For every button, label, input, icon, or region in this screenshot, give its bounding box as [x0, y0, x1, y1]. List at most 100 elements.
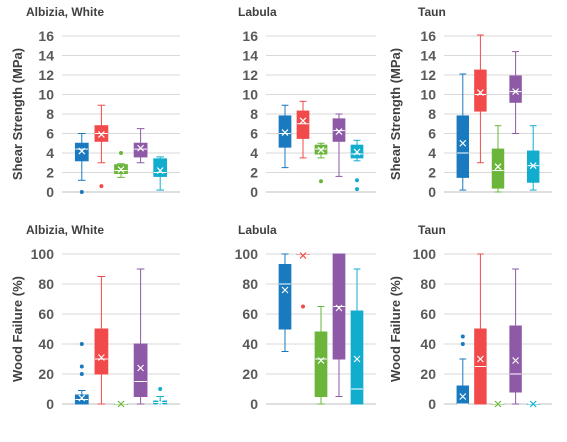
box-iqr	[296, 110, 310, 139]
box-iqr	[474, 69, 487, 112]
mean-marker	[353, 355, 361, 363]
panel-title: Labula	[238, 223, 277, 237]
mean-marker	[476, 355, 484, 363]
box-series-3	[114, 400, 128, 408]
outlier-point	[460, 334, 465, 339]
y-tick-label: 8	[428, 106, 436, 122]
box-series-2	[94, 276, 109, 405]
mean-marker	[299, 117, 307, 125]
mean-marker	[299, 252, 307, 259]
y-tick-label: 80	[242, 276, 258, 292]
outlier-point	[99, 184, 104, 189]
box-iqr	[314, 331, 328, 397]
y-tick-label: 0	[46, 184, 54, 200]
box-series-5	[350, 268, 364, 405]
box-series-2	[474, 34, 487, 164]
y-tick-label: 40	[242, 336, 258, 352]
mean-marker	[156, 167, 164, 174]
panel-title: Taun	[418, 223, 446, 237]
y-tick-label: 6	[46, 126, 54, 142]
box-iqr	[278, 115, 292, 148]
box-series-2	[296, 100, 310, 159]
mean-marker	[529, 400, 537, 408]
y-tick-label: 4	[428, 145, 436, 161]
y-tick-label: 10	[242, 87, 258, 103]
panel-title: Labula	[238, 5, 277, 19]
box-iqr	[509, 325, 522, 393]
y-tick-label: 40	[38, 336, 54, 352]
mean-marker	[335, 128, 343, 135]
mean-marker	[97, 131, 105, 138]
y-tick-label: 4	[46, 145, 54, 161]
outlier-point	[301, 304, 305, 309]
y-tick-label: 0	[428, 396, 436, 412]
outlier-point	[79, 364, 84, 369]
y-tick-label: 16	[420, 28, 436, 44]
box-series-1	[278, 253, 292, 352]
outlier-point	[319, 179, 323, 184]
box-series-4	[332, 113, 346, 177]
box-series-1	[278, 104, 292, 169]
box-iqr	[74, 142, 89, 162]
y-tick-label: 6	[428, 126, 436, 142]
outlier-point	[355, 178, 359, 183]
chart-panel-6: Taun 0 20 40 60 80 100 Wood Failure (%)	[388, 223, 552, 412]
y-tick-label: 60	[38, 306, 54, 322]
mean-marker	[117, 166, 125, 173]
y-axis-label: Wood Failure (%)	[10, 276, 25, 382]
y-tick-label: 8	[46, 106, 54, 122]
mean-marker	[137, 144, 145, 152]
mean-marker	[459, 393, 467, 400]
box-series-3	[314, 142, 328, 184]
box-iqr	[350, 310, 364, 405]
mean-marker	[137, 364, 145, 372]
outlier-point	[460, 342, 465, 346]
y-tick-label: 2	[46, 165, 54, 181]
outlier-point	[158, 387, 163, 391]
mean-marker	[317, 357, 325, 364]
mean-marker	[317, 146, 325, 154]
y-tick-label: 40	[420, 336, 436, 352]
y-axis-label: Shear Strength (MPa)	[10, 48, 25, 180]
outlier-point	[119, 151, 123, 155]
box-series-5	[526, 125, 540, 191]
mean-marker	[78, 394, 86, 402]
panel-title: Albizia, White	[26, 223, 104, 237]
y-tick-label: 10	[420, 87, 436, 103]
mean-marker	[281, 286, 289, 294]
outlier-point	[355, 187, 359, 192]
y-tick-label: 100	[235, 246, 259, 262]
y-tick-label: 80	[420, 276, 436, 292]
y-tick-label: 20	[420, 366, 436, 382]
box-series-3	[491, 125, 505, 193]
box-series-2	[296, 252, 310, 309]
mean-marker	[459, 139, 467, 147]
box-series-3	[314, 306, 328, 405]
mean-marker	[156, 399, 164, 406]
box-iqr	[456, 115, 470, 178]
y-tick-label: 12	[420, 67, 436, 83]
mean-marker	[78, 147, 86, 155]
box-series-1	[74, 342, 89, 405]
box-series-2	[474, 253, 487, 405]
y-tick-label: 0	[250, 184, 258, 200]
box-iqr	[133, 343, 148, 397]
chart-panel-3: Taun 0 2 4 6 8 10 12 14 16 Shear Strength (MPa)	[388, 5, 552, 200]
y-tick-label: 0	[428, 184, 436, 200]
chart-panel-4: Albizia, White 0 20 40 60 80 100 Wood Failure (…	[10, 223, 180, 412]
chart-panel-1: Albizia, White 0 2 4 6 8 10 12 14 16 Shear Strengt…	[10, 5, 180, 200]
box-iqr	[278, 264, 292, 330]
y-tick-label: 20	[242, 366, 258, 382]
box-series-1	[456, 334, 470, 405]
box-iqr	[456, 385, 470, 405]
mean-marker	[335, 304, 343, 312]
y-tick-label: 100	[413, 246, 437, 262]
y-tick-label: 2	[428, 165, 436, 181]
box-series-3	[114, 151, 128, 178]
panel-title: Taun	[418, 5, 446, 19]
outlier-point	[79, 342, 84, 346]
mean-marker	[512, 88, 520, 95]
box-series-1	[456, 73, 470, 191]
outlier-point	[79, 190, 84, 194]
mean-marker	[97, 354, 105, 361]
